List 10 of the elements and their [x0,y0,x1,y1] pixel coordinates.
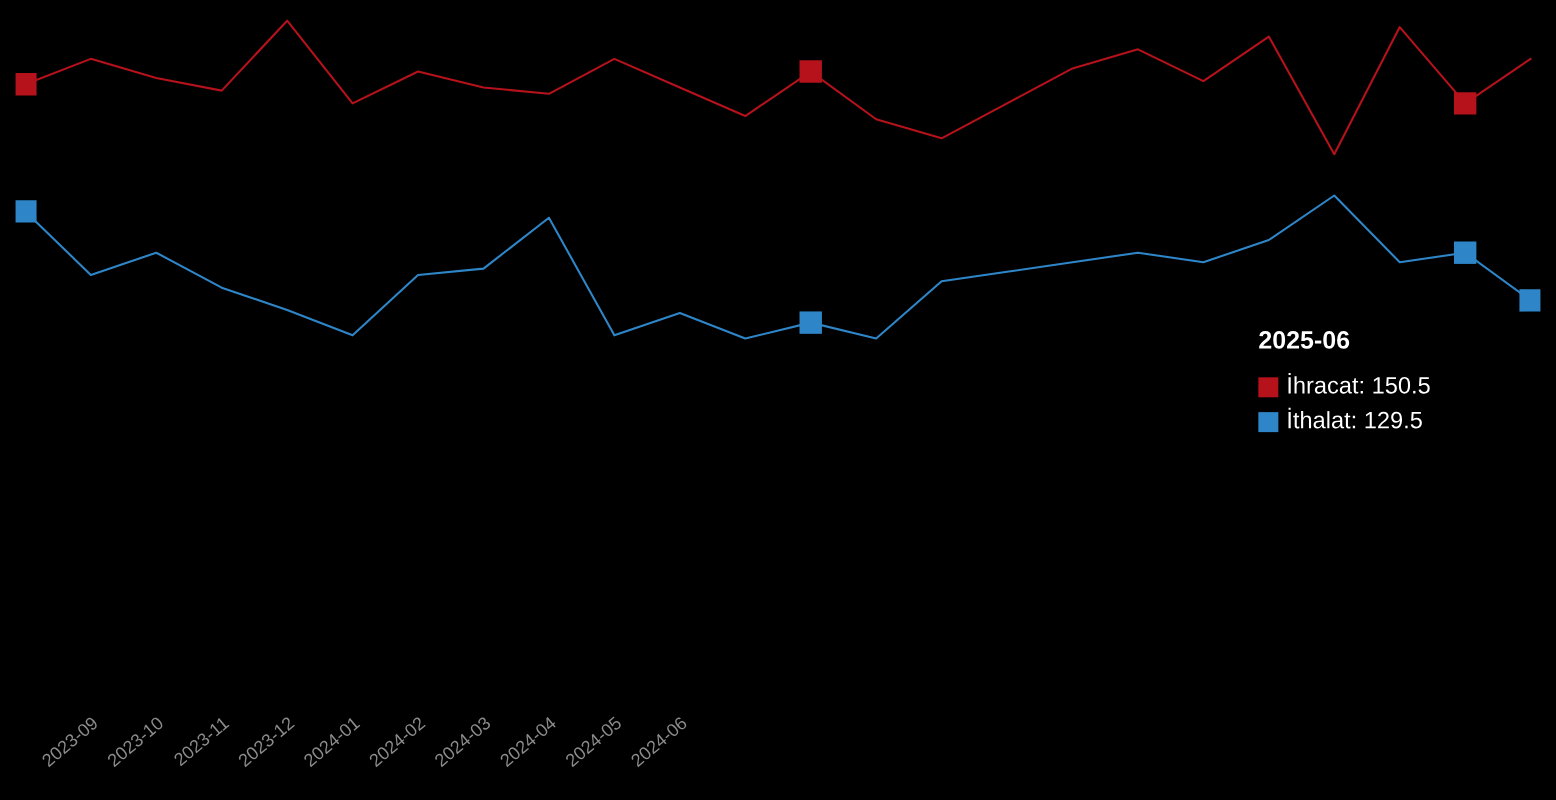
annotation: 2025-06 [1259,331,1350,349]
text: İhracat: 150.5 [1288,373,1430,394]
point [1519,289,1541,312]
point [799,311,822,334]
point [1453,241,1477,264]
text: İthalat: 129.5 [1288,407,1422,429]
point [15,200,37,223]
point [799,60,822,83]
point [1453,92,1477,115]
point [15,73,37,96]
